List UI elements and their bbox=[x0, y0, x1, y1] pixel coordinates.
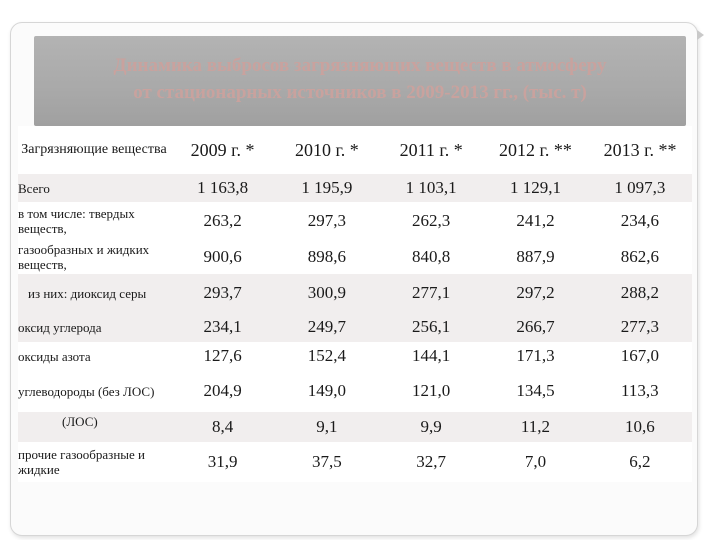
row-label: из них: диоксид серы bbox=[18, 274, 171, 312]
cell-value: 297,3 bbox=[274, 202, 380, 240]
title-line-1: Динамика выбросов загрязняющих веществ в… bbox=[113, 55, 607, 76]
header-year-2011: 2011 г. * bbox=[378, 126, 484, 174]
cell-value: 263,2 bbox=[170, 202, 275, 240]
cell-value: 10,6 bbox=[587, 412, 692, 442]
cell-value: 1 103,1 bbox=[379, 174, 484, 202]
cell-value: 149,0 bbox=[274, 370, 380, 412]
table-row: оксиды азота 127,6 152,4 144,1 171,3 167… bbox=[18, 342, 692, 370]
table-row: оксид углерода 234,1 249,7 256,1 266,7 2… bbox=[18, 312, 692, 342]
cell-value: 6,2 bbox=[587, 442, 692, 482]
header-year-2009: 2009 г. * bbox=[169, 126, 275, 174]
cell-value: 288,2 bbox=[587, 274, 692, 312]
title-banner bbox=[34, 36, 686, 126]
cell-value: 37,5 bbox=[274, 442, 380, 482]
cell-value: 9,9 bbox=[379, 412, 484, 442]
cell-value: 11,2 bbox=[483, 412, 588, 442]
cell-value: 127,6 bbox=[170, 342, 275, 370]
cell-value: 144,1 bbox=[379, 342, 484, 370]
cell-value: 152,4 bbox=[274, 342, 380, 370]
header-year-2012: 2012 г. ** bbox=[482, 126, 588, 174]
cell-value: 32,7 bbox=[379, 442, 484, 482]
emissions-table: Загрязняющие вещества 2009 г. * 2010 г. … bbox=[18, 126, 692, 482]
header-pollutants: Загрязняющие вещества bbox=[18, 126, 171, 174]
cell-value: 300,9 bbox=[274, 274, 380, 312]
cell-value: 113,3 bbox=[587, 370, 692, 412]
row-label: прочие газообразные и жидкие bbox=[18, 442, 171, 482]
cell-value: 862,6 bbox=[587, 240, 692, 274]
cell-value: 900,6 bbox=[170, 240, 275, 274]
row-label: (ЛОС) bbox=[18, 412, 171, 442]
cell-value: 9,1 bbox=[274, 412, 380, 442]
slide-title: Динамика выбросов загрязняющих веществ в… bbox=[34, 52, 686, 106]
cell-value: 31,9 bbox=[170, 442, 275, 482]
table-row: углеводороды (без ЛОС) 204,9 149,0 121,0… bbox=[18, 370, 692, 412]
table-row: (ЛОС) 8,4 9,1 9,9 11,2 10,6 bbox=[18, 412, 692, 442]
cell-value: 256,1 bbox=[379, 312, 484, 342]
cell-value: 266,7 bbox=[483, 312, 588, 342]
corner-arrow-decoration bbox=[697, 30, 704, 40]
cell-value: 277,1 bbox=[379, 274, 484, 312]
cell-value: 297,2 bbox=[483, 274, 588, 312]
cell-value: 1 097,3 bbox=[587, 174, 692, 202]
table-header-row: Загрязняющие вещества 2009 г. * 2010 г. … bbox=[18, 126, 692, 174]
header-year-2010: 2010 г. * bbox=[274, 126, 380, 174]
cell-value: 8,4 bbox=[170, 412, 275, 442]
table-row: газообразных и жидких веществ, 900,6 898… bbox=[18, 240, 692, 274]
cell-value: 1 195,9 bbox=[274, 174, 380, 202]
row-label: в том числе: твердых веществ, bbox=[18, 202, 171, 240]
cell-value: 241,2 bbox=[483, 202, 588, 240]
cell-value: 204,9 bbox=[170, 370, 275, 412]
cell-value: 234,1 bbox=[170, 312, 275, 342]
header-year-2013: 2013 г. ** bbox=[587, 126, 692, 174]
cell-value: 840,8 bbox=[379, 240, 484, 274]
cell-value: 898,6 bbox=[274, 240, 380, 274]
cell-value: 1 129,1 bbox=[483, 174, 588, 202]
cell-value: 171,3 bbox=[483, 342, 588, 370]
cell-value: 7,0 bbox=[483, 442, 588, 482]
row-label: Всего bbox=[18, 174, 171, 202]
cell-value: 262,3 bbox=[379, 202, 484, 240]
title-line-2: от стационарных источников в 2009-2013 г… bbox=[133, 82, 587, 103]
table-row: в том числе: твердых веществ, 263,2 297,… bbox=[18, 202, 692, 240]
cell-value: 277,3 bbox=[587, 312, 692, 342]
cell-value: 249,7 bbox=[274, 312, 380, 342]
cell-value: 887,9 bbox=[483, 240, 588, 274]
row-label: оксид углерода bbox=[18, 312, 171, 342]
cell-value: 121,0 bbox=[379, 370, 484, 412]
cell-value: 234,6 bbox=[587, 202, 692, 240]
table-row: из них: диоксид серы 293,7 300,9 277,1 2… bbox=[18, 274, 692, 312]
row-label: газообразных и жидких веществ, bbox=[18, 240, 171, 274]
table-row: прочие газообразные и жидкие 31,9 37,5 3… bbox=[18, 442, 692, 482]
table-row: Всего 1 163,8 1 195,9 1 103,1 1 129,1 1 … bbox=[18, 174, 692, 202]
cell-value: 167,0 bbox=[587, 342, 692, 370]
row-label: оксиды азота bbox=[18, 342, 171, 370]
cell-value: 134,5 bbox=[483, 370, 588, 412]
cell-value: 1 163,8 bbox=[170, 174, 275, 202]
cell-value: 293,7 bbox=[170, 274, 275, 312]
row-label: углеводороды (без ЛОС) bbox=[18, 370, 171, 412]
